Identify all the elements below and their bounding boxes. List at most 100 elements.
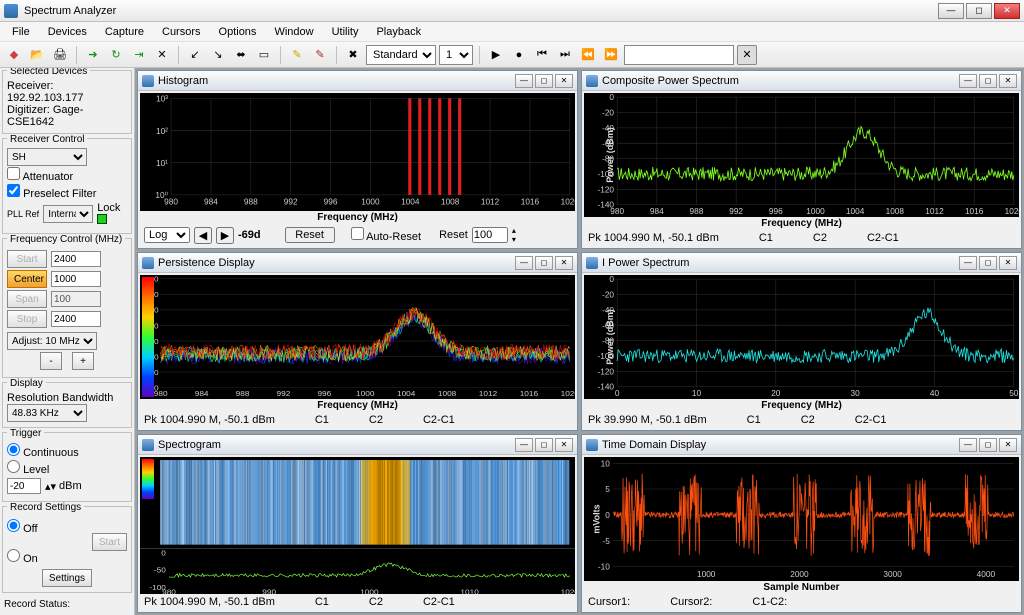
tb-prev-icon[interactable]: ⏮ [532, 45, 552, 65]
max-button[interactable]: ◻ [979, 256, 997, 270]
start-button[interactable]: Start [7, 250, 47, 268]
tb-run-icon[interactable]: ➔ [83, 45, 103, 65]
min-button[interactable]: — [959, 74, 977, 88]
tb-open-icon[interactable]: 📂 [27, 45, 47, 65]
autoreset-check[interactable] [351, 227, 364, 240]
close-button[interactable]: ✕ [555, 256, 573, 270]
right-button[interactable]: ▶ [216, 227, 234, 244]
min-button[interactable]: — [959, 438, 977, 452]
tb-new-icon[interactable]: ◆ [4, 45, 24, 65]
menu-options[interactable]: Options [211, 24, 265, 40]
grp-trigger: Trigger Continuous Level ▴▾dBm [2, 432, 132, 502]
rec-start-button[interactable]: Start [92, 533, 127, 551]
tb-cursor3-icon[interactable]: ⬌ [231, 45, 251, 65]
rbw-select[interactable]: 48.83 KHz [7, 404, 87, 422]
svg-text:10³: 10³ [156, 93, 168, 103]
close-button[interactable]: ✕ [999, 74, 1017, 88]
svg-text:980: 980 [610, 207, 624, 216]
tb-pen1-icon[interactable]: ✎ [287, 45, 307, 65]
tb-loop-icon[interactable]: ↻ [106, 45, 126, 65]
stop-button[interactable]: Stop [7, 310, 47, 328]
tb-stop-icon[interactable]: ✕ [152, 45, 172, 65]
pllref-select[interactable]: Internal [43, 205, 93, 223]
menu-devices[interactable]: Devices [40, 24, 95, 40]
max-button[interactable]: ◻ [535, 256, 553, 270]
tb-next-icon[interactable]: ⏭ [555, 45, 575, 65]
tb-num-select[interactable]: 1 [439, 45, 473, 65]
trig-level-radio[interactable] [7, 460, 20, 473]
panel-histogram: Histogram—◻✕ 10⁰10¹10²10³980984988992996… [137, 70, 578, 249]
tb-cursor1-icon[interactable]: ↙ [185, 45, 205, 65]
min-button[interactable]: — [515, 256, 533, 270]
menu-file[interactable]: File [4, 24, 38, 40]
tb-standard-select[interactable]: Standard [366, 45, 436, 65]
svg-text:984: 984 [204, 196, 218, 206]
close-button[interactable]: ✕ [555, 74, 573, 88]
min-button[interactable]: — [959, 256, 977, 270]
menu-utility[interactable]: Utility [324, 24, 367, 40]
spectrogram-sub-chart: 0-50-100980990100010101020 [140, 548, 575, 594]
adjust-select[interactable]: Adjust: 10 MHz [7, 332, 97, 350]
menu-playback[interactable]: Playback [368, 24, 429, 40]
ipower-chart: Power (dBm) 0-20-40-60-80-100-120-140010… [584, 275, 1019, 399]
tb-rec-icon[interactable]: ● [509, 45, 529, 65]
tb-fwd-icon[interactable]: ⏩ [601, 45, 621, 65]
menu-cursors[interactable]: Cursors [154, 24, 209, 40]
menu-capture[interactable]: Capture [97, 24, 152, 40]
svg-text:1008: 1008 [441, 196, 460, 206]
svg-text:0: 0 [605, 511, 610, 520]
mode-select[interactable]: SH [7, 148, 87, 166]
rec-off-radio[interactable] [7, 519, 20, 532]
center-input[interactable] [51, 271, 101, 287]
max-button[interactable]: ◻ [979, 74, 997, 88]
minimize-button[interactable]: — [938, 3, 964, 19]
stop-input[interactable] [51, 311, 101, 327]
reset-val-input[interactable] [472, 227, 508, 243]
trig-continuous-radio[interactable] [7, 443, 20, 456]
digitizer-label: Digitizer: Gage-CSE1642 [7, 104, 127, 128]
min-button[interactable]: — [515, 74, 533, 88]
svg-text:992: 992 [284, 196, 298, 206]
rec-settings-button[interactable]: Settings [42, 569, 92, 587]
svg-text:30: 30 [851, 389, 861, 398]
attenuator-check[interactable] [7, 167, 20, 180]
svg-text:1008: 1008 [886, 207, 905, 216]
close-button[interactable]: ✕ [994, 3, 1020, 19]
span-button[interactable]: Span [7, 290, 47, 308]
svg-text:1004: 1004 [846, 207, 865, 216]
tb-back-icon[interactable]: ⏪ [578, 45, 598, 65]
close-button[interactable]: ✕ [999, 256, 1017, 270]
receiver-label: Receiver: 192.92.103.177 [7, 80, 127, 104]
tb-play-icon[interactable]: ▶ [486, 45, 506, 65]
scale-select[interactable]: Log [144, 227, 190, 243]
left-button[interactable]: ◀ [194, 227, 212, 244]
rec-on-radio[interactable] [7, 549, 20, 562]
start-input[interactable] [51, 251, 101, 267]
record-status-label: Record Status: [2, 597, 132, 612]
svg-text:1000: 1000 [356, 389, 375, 398]
close-button[interactable]: ✕ [999, 438, 1017, 452]
preselect-check[interactable] [7, 184, 20, 197]
plus-button[interactable]: + [72, 352, 94, 370]
menu-window[interactable]: Window [266, 24, 321, 40]
tb-step-icon[interactable]: ⇥ [129, 45, 149, 65]
close-button[interactable]: ✕ [555, 438, 573, 452]
max-button[interactable]: ◻ [535, 74, 553, 88]
tb-clear-icon[interactable]: ✕ [737, 45, 757, 65]
tb-print-icon[interactable]: 🖨 [50, 45, 70, 65]
tb-cursor2-icon[interactable]: ↘ [208, 45, 228, 65]
svg-text:1004: 1004 [401, 196, 420, 206]
tb-text-input[interactable] [624, 45, 734, 65]
minus-button[interactable]: - [40, 352, 62, 370]
maximize-button[interactable]: ◻ [966, 3, 992, 19]
trig-level-input[interactable] [7, 478, 41, 494]
max-button[interactable]: ◻ [535, 438, 553, 452]
tb-x-icon[interactable]: ✖ [343, 45, 363, 65]
min-button[interactable]: — [515, 438, 533, 452]
center-button[interactable]: Center [7, 270, 47, 288]
span-input[interactable] [51, 291, 101, 307]
tb-pen2-icon[interactable]: ✎ [310, 45, 330, 65]
tb-rect-icon[interactable]: ▭ [254, 45, 274, 65]
max-button[interactable]: ◻ [979, 438, 997, 452]
reset-button[interactable]: Reset [285, 227, 335, 243]
